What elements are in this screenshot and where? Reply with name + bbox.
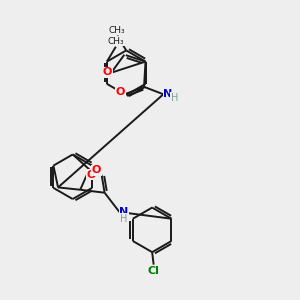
Text: H: H [171,93,178,103]
Text: H: H [120,214,128,224]
Text: O: O [116,87,125,97]
Text: O: O [86,170,95,180]
Text: Cl: Cl [148,266,160,276]
Text: CH₃: CH₃ [109,26,126,35]
Text: O: O [92,165,101,176]
Text: O: O [103,67,112,77]
Text: N: N [119,207,128,217]
Text: CH₃: CH₃ [107,37,124,46]
Text: N: N [163,89,172,99]
